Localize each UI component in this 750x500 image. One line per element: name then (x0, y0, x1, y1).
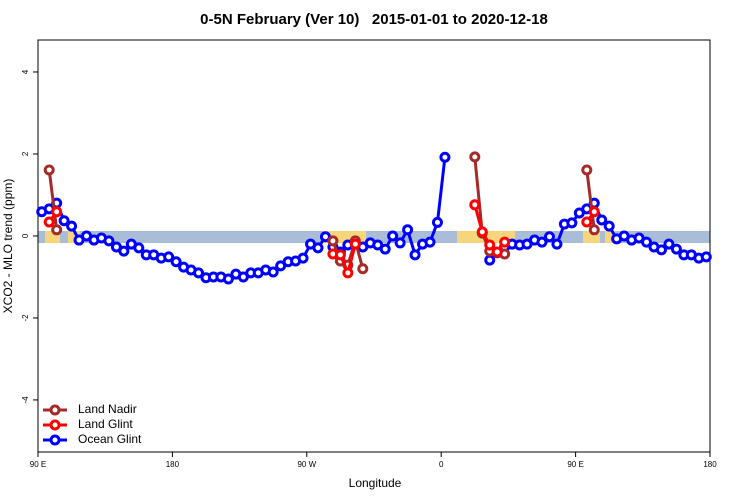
data-point (133, 242, 145, 254)
data-point (222, 273, 234, 285)
data-point (357, 263, 369, 275)
data-point (581, 164, 593, 176)
data-point (431, 216, 443, 228)
data-point (297, 252, 309, 264)
data-point (469, 199, 481, 211)
data-point (655, 244, 667, 256)
data-point (536, 236, 548, 248)
x-axis-label: Longitude (349, 476, 402, 490)
y-tick-label: 2 (21, 151, 30, 156)
data-point (424, 236, 436, 248)
data-point (379, 243, 391, 255)
data-point (163, 251, 175, 263)
y-tick-label: -4 (21, 396, 30, 404)
plot-frame (37, 39, 711, 453)
data-point (312, 242, 324, 254)
x-tick-label: 90 W (297, 460, 316, 469)
data-point (170, 256, 182, 268)
x-tick-label: 180 (703, 460, 717, 469)
data-point (349, 238, 361, 250)
data-point (499, 236, 511, 248)
data-point (551, 238, 563, 250)
legend-marker (49, 434, 61, 446)
data-point (700, 251, 712, 263)
data-point (596, 214, 608, 226)
x-tick-label: 0 (439, 460, 444, 469)
data-point (342, 267, 354, 279)
data-point (439, 151, 451, 163)
x-tick-label: 90 E (567, 460, 583, 469)
x-tick-label: 180 (166, 460, 180, 469)
data-point (118, 245, 130, 257)
data-point (588, 224, 600, 236)
data-point (51, 224, 63, 236)
data-point (43, 164, 55, 176)
data-point (603, 220, 615, 232)
y-axis-label: XCO2 - MLO trend (ppm) (1, 179, 15, 314)
data-point (334, 249, 346, 261)
data-point (670, 243, 682, 255)
data-point (267, 266, 279, 278)
data-point (66, 220, 78, 232)
chart-title: 0-5N February (Ver 10) 2015-01-01 to 202… (200, 11, 548, 28)
land-band (605, 231, 615, 243)
series-line (47, 169, 59, 230)
data-point (193, 267, 205, 279)
data-point (402, 224, 414, 236)
data-point (43, 216, 55, 228)
data-point (327, 235, 339, 247)
data-point (566, 217, 578, 229)
data-point (484, 254, 496, 266)
y-tick-label: 0 (21, 233, 30, 238)
legend-label: Land Nadir (78, 402, 137, 416)
series-line (41, 157, 447, 281)
data-point (409, 249, 421, 261)
data-point (58, 215, 70, 227)
legend-marker (49, 419, 61, 431)
data-point (484, 239, 496, 251)
y-tick-label: 4 (21, 69, 30, 74)
data-point (476, 226, 488, 238)
legend-label: Ocean Glint (78, 432, 142, 446)
data-point (469, 151, 481, 163)
data-point (387, 230, 399, 242)
x-tick-label: 90 E (30, 460, 46, 469)
data-point (491, 246, 503, 258)
data-point (641, 236, 653, 248)
legend-label: Land Glint (78, 417, 133, 431)
data-point (663, 238, 675, 250)
data-point (543, 231, 555, 243)
data-point (581, 216, 593, 228)
data-point (51, 206, 63, 218)
data-point (394, 237, 406, 249)
data-point (103, 235, 115, 247)
y-tick-label: -2 (21, 314, 30, 322)
data-point (588, 206, 600, 218)
series-line (585, 169, 596, 230)
legend-marker (49, 404, 61, 416)
